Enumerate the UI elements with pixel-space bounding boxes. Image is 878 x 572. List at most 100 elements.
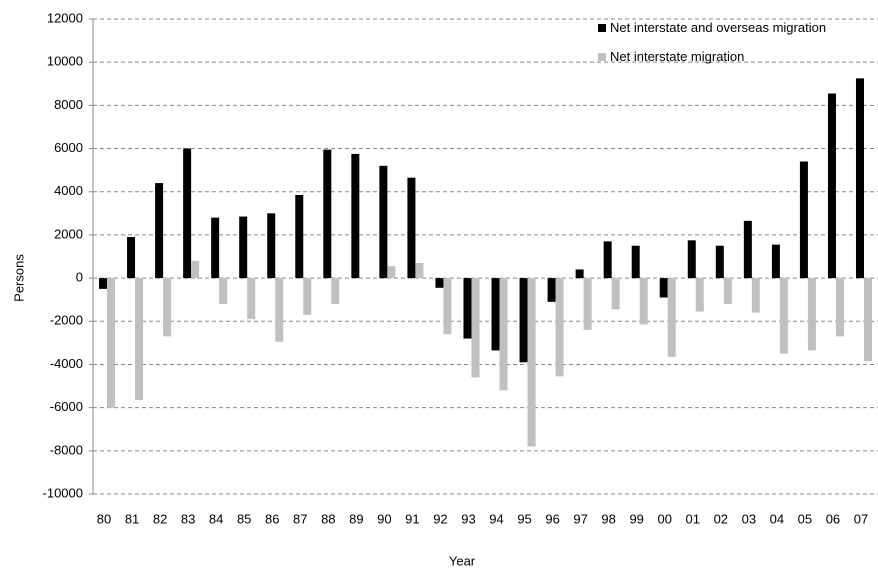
bar — [695, 278, 704, 312]
bar — [155, 183, 164, 279]
bar — [127, 237, 136, 279]
bar — [855, 78, 864, 279]
bar — [379, 165, 388, 279]
bar — [191, 260, 200, 279]
y-axis-label: Persons — [11, 254, 26, 302]
bar — [751, 278, 760, 313]
bar — [499, 278, 508, 391]
bar — [603, 241, 612, 279]
legend-swatch — [598, 24, 606, 32]
bar — [435, 278, 444, 288]
bar — [611, 278, 620, 310]
bar — [667, 278, 676, 357]
y-tick-label: 8000 — [54, 97, 83, 112]
x-tick-label: 03 — [742, 511, 756, 526]
x-tick-label: 80 — [97, 511, 111, 526]
x-tick-label: 91 — [405, 511, 419, 526]
bar — [387, 266, 396, 279]
bar — [463, 278, 472, 339]
bar — [687, 240, 696, 279]
x-tick-label: 93 — [461, 511, 475, 526]
legend-swatch — [598, 53, 606, 61]
x-tick-label: 86 — [265, 511, 279, 526]
x-tick-label: 84 — [209, 511, 223, 526]
bar — [415, 262, 424, 279]
y-tick-label: 12000 — [47, 10, 83, 25]
x-tick-label: 99 — [629, 511, 643, 526]
x-tick-label: 88 — [321, 511, 335, 526]
y-tick-label: 4000 — [54, 183, 83, 198]
legend-label: Net interstate migration — [610, 49, 745, 64]
bar — [471, 278, 480, 378]
y-tick-label: -10000 — [43, 485, 83, 500]
bar — [211, 217, 220, 279]
legend-item: Net interstate and overseas migration — [598, 20, 828, 35]
x-tick-label: 07 — [854, 511, 868, 526]
x-tick-label: 89 — [349, 511, 363, 526]
bar — [827, 93, 836, 279]
bar — [555, 278, 564, 377]
x-tick-label: 95 — [517, 511, 531, 526]
x-tick-label: 81 — [125, 511, 139, 526]
x-tick-label: 94 — [489, 511, 503, 526]
bar — [323, 149, 332, 279]
bar — [639, 278, 648, 325]
bar — [303, 278, 312, 315]
bar — [779, 278, 788, 354]
y-tick-label: 10000 — [47, 54, 83, 69]
bar — [799, 161, 808, 279]
bar — [659, 278, 668, 298]
x-tick-label: 98 — [601, 511, 615, 526]
x-tick-label: 87 — [293, 511, 307, 526]
bar — [743, 220, 752, 279]
bar — [239, 216, 248, 279]
bar — [163, 278, 172, 337]
bar — [331, 278, 340, 304]
legend-item: Net interstate migration — [598, 49, 828, 64]
legend-label: Net interstate and overseas migration — [610, 20, 827, 35]
x-tick-label: 02 — [714, 511, 728, 526]
bar — [631, 245, 640, 279]
legend: Net interstate and overseas migration Net… — [598, 20, 828, 78]
bar — [547, 278, 556, 302]
bar — [443, 278, 452, 335]
bar — [295, 194, 304, 279]
bar — [135, 278, 144, 401]
bar — [575, 269, 584, 279]
bar — [219, 278, 228, 304]
x-tick-label: 82 — [153, 511, 167, 526]
y-tick-label: 6000 — [54, 140, 83, 155]
bar — [863, 278, 872, 362]
y-tick-label: 2000 — [54, 226, 83, 241]
bar — [99, 278, 108, 289]
bar — [527, 278, 536, 447]
y-tick-label: -6000 — [50, 399, 83, 414]
y-tick-label: -8000 — [50, 442, 83, 457]
bar — [715, 245, 724, 279]
x-tick-label: 96 — [545, 511, 559, 526]
x-tick-label: 83 — [181, 511, 195, 526]
x-tick-label: 00 — [657, 511, 671, 526]
x-tick-label: 85 — [237, 511, 251, 526]
x-tick-label: 04 — [770, 511, 784, 526]
bar — [771, 244, 780, 279]
bar — [491, 278, 500, 351]
y-tick-label: 0 — [76, 270, 83, 285]
x-axis-label: Year — [449, 553, 476, 568]
bar — [351, 153, 360, 279]
x-tick-label: 05 — [798, 511, 812, 526]
x-tick-label: 90 — [377, 511, 391, 526]
bar — [519, 278, 528, 363]
bar — [267, 213, 276, 279]
x-tick-label: 01 — [686, 511, 700, 526]
bar — [723, 278, 732, 304]
bar — [275, 278, 284, 342]
bar — [407, 177, 416, 279]
bar — [807, 278, 816, 351]
bar — [247, 278, 256, 320]
bar — [183, 148, 192, 279]
y-tick-label: -2000 — [50, 313, 83, 328]
y-tick-label: -4000 — [50, 356, 83, 371]
